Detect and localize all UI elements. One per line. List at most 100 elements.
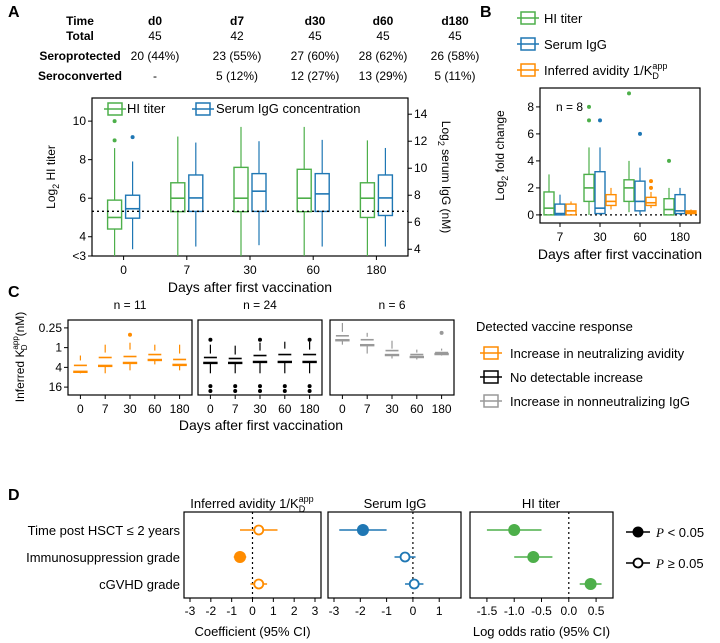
x-tick-label: 2 [291, 604, 298, 618]
subplot-title: Serum IgG [364, 496, 427, 511]
table-header: d30 [305, 14, 326, 28]
row-label: Time post HSCT ≤ 2 years [28, 523, 181, 538]
table-row-label: Seroconverted [38, 69, 122, 83]
table-header: Time [66, 14, 94, 28]
table-row-label: Seroprotected [39, 49, 120, 63]
x-tick-label: 30 [253, 402, 267, 416]
x-tick-label: 180 [170, 402, 190, 416]
x-axis-title: Days after first vaccination [538, 246, 702, 262]
table-cell: 5 (11%) [434, 69, 475, 83]
y-axis-title: Log2 fold change [493, 110, 510, 201]
subplot-title: HI titer [522, 496, 561, 511]
box-igg [251, 172, 267, 213]
table-header: d7 [230, 14, 244, 28]
x-tick-label: 30 [243, 263, 257, 277]
box-nonneutral [360, 343, 375, 347]
table-cell: - [153, 69, 157, 83]
x-tick-label: 7 [102, 402, 109, 416]
box-avidity [122, 361, 138, 365]
y-tick-label: 1 [55, 341, 62, 355]
y-tick-label: 10 [73, 114, 87, 128]
legend-label: HI titer [127, 101, 166, 116]
estimate-avidity [253, 578, 265, 590]
panel-letter-a: A [8, 4, 20, 21]
y-tick-label: 4 [414, 242, 421, 256]
panel-d-frame [327, 511, 462, 599]
row-label: cGVHD grade [99, 577, 180, 592]
x-tick-label: 30 [123, 402, 137, 416]
x-axis-title: Log odds ratio (95% CI) [473, 624, 610, 639]
x-tick-label: 0 [120, 263, 127, 277]
table-row-label: Total [66, 29, 94, 43]
box-neutral-outlier [208, 389, 213, 394]
box-igg [124, 194, 141, 219]
table-cell: 45 [448, 29, 462, 43]
legend-label: Serum IgG [544, 37, 607, 52]
x-tick-label: -3 [185, 604, 196, 618]
panel-d-frame [183, 511, 322, 599]
legend-label: P ≥ 0.05 [655, 556, 704, 571]
x-tick-label: 7 [557, 230, 564, 244]
box-igg [377, 174, 394, 217]
x-tick-label: -3 [329, 604, 340, 618]
box-igg [188, 174, 204, 213]
x-tick-label: 60 [278, 402, 292, 416]
y-tick-label: 8 [527, 100, 534, 114]
x-tick-label: -1 [381, 604, 392, 618]
y-tick-label: 4 [55, 360, 62, 374]
box-hi [623, 179, 635, 203]
x-tick-label: 0 [410, 604, 417, 618]
box-avidity-outlier [128, 332, 132, 337]
table-cell: 45 [148, 29, 162, 43]
box-hi [296, 168, 312, 213]
y-tick-label: 6 [414, 215, 421, 229]
legend-label: Increase in nonneutralizing IgG [510, 394, 690, 409]
table-cell: 12 (27%) [291, 69, 340, 83]
x-tick-label: 1 [270, 604, 277, 618]
x-tick-label: 0 [339, 402, 346, 416]
legend-marker-nonsignificant [632, 557, 644, 569]
x-tick-label: -2 [205, 604, 216, 618]
box-avidity [172, 363, 187, 367]
box-neutral-outlier [233, 384, 238, 389]
x-tick-label: 0 [207, 402, 214, 416]
box-igg-outlier [598, 118, 602, 123]
x-tick-label: 0.0 [560, 604, 577, 618]
legend-marker-significant [632, 526, 644, 538]
box-nonneutral [409, 355, 424, 359]
y-tick-label: 12 [414, 134, 428, 148]
x-axis-title: Coefficient (95% CI) [194, 624, 310, 639]
estimate-hi [508, 524, 521, 536]
box-hi-outlier [627, 91, 631, 96]
box-avidity-outlier [649, 179, 653, 184]
box-hi [359, 182, 376, 219]
x-axis-title: Days after first vaccination [179, 417, 343, 433]
panel-a-frame [91, 97, 409, 257]
panel-letter-c: C [8, 284, 20, 301]
x-axis-title: Days after first vaccination [168, 279, 332, 295]
table-cell: 28 (62%) [359, 49, 408, 63]
x-tick-label: 30 [385, 402, 399, 416]
box-avidity [605, 193, 617, 207]
box-avidity-outlier [649, 185, 653, 190]
legend-label: Inferred avidity 1/Kapp D [544, 61, 667, 81]
box-neutral [227, 361, 243, 365]
box-neutral [203, 361, 218, 365]
panel-letter-b: B [480, 4, 492, 21]
box-hi-outlier [112, 119, 117, 124]
table-cell: 42 [230, 29, 244, 43]
estimate-igg [356, 524, 369, 536]
x-tick-label: -0.5 [531, 604, 552, 618]
box-avidity [73, 370, 88, 374]
box-avidity [565, 203, 577, 216]
y-tick-label: 0 [527, 208, 534, 222]
panel-b-frame [539, 87, 701, 224]
box-igg-outlier [638, 131, 642, 136]
x-tick-label: -1.5 [477, 604, 498, 618]
box-igg [674, 193, 686, 215]
x-tick-label: 1 [436, 604, 443, 618]
box-igg-outlier [130, 135, 135, 140]
y-tick-label: 16 [49, 380, 63, 394]
sample-size: n = 6 [378, 298, 405, 312]
